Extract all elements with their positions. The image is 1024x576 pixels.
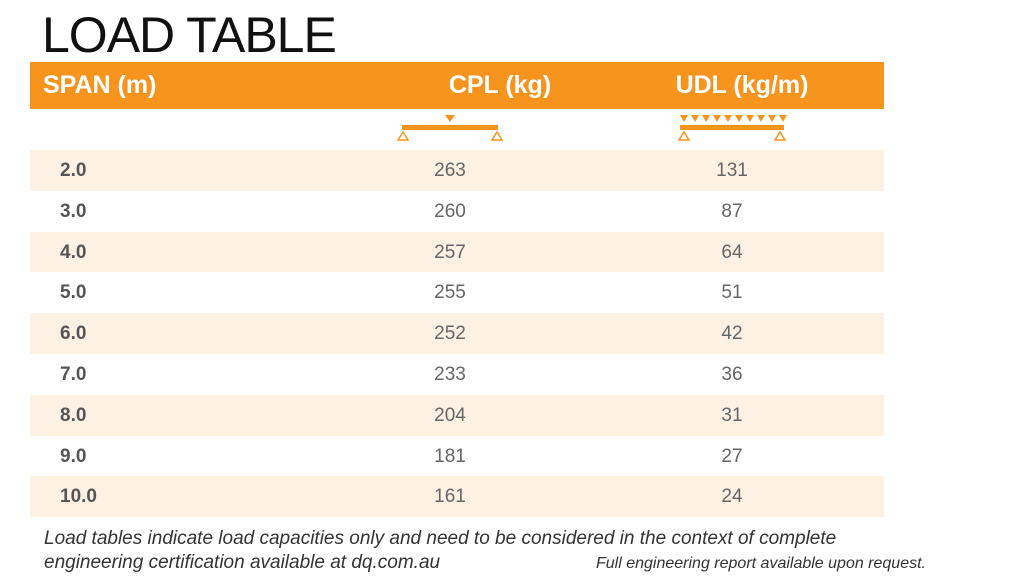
distributed-load-beam-icon bbox=[677, 115, 787, 141]
cpl-cell: 257 bbox=[434, 241, 466, 263]
footnote: Load tables indicate load capacities onl… bbox=[44, 528, 837, 573]
table-row: 9.0 181 27 bbox=[30, 436, 884, 477]
udl-cell: 36 bbox=[721, 363, 743, 385]
udl-cell: 131 bbox=[716, 160, 748, 181]
table-row: 10.0 161 24 bbox=[30, 476, 884, 518]
udl-cell: 27 bbox=[721, 445, 743, 467]
table-row: 8.0 204 31 bbox=[30, 394, 884, 436]
cpl-cell: 255 bbox=[434, 282, 466, 304]
span-cell: 9.0 bbox=[60, 445, 87, 467]
span-cell: 6.0 bbox=[60, 323, 87, 345]
udl-cell: 31 bbox=[721, 404, 743, 426]
footnote-right: Full engineering report available upon r… bbox=[596, 555, 926, 572]
cpl-cell: 252 bbox=[434, 323, 466, 345]
udl-cell: 42 bbox=[721, 323, 743, 345]
udl-cell: 51 bbox=[721, 282, 743, 304]
udl-cell: 87 bbox=[721, 200, 743, 222]
udl-cell: 64 bbox=[721, 241, 743, 263]
cpl-cell: 161 bbox=[434, 486, 466, 508]
span-cell: 5.0 bbox=[60, 282, 87, 304]
table-row: 7.0 233 36 bbox=[30, 354, 884, 395]
cpl-cell: 233 bbox=[434, 363, 466, 385]
header-udl: UDL (kg/m) bbox=[675, 71, 809, 99]
table-row: 5.0 255 51 bbox=[30, 272, 884, 313]
page-title: LOAD TABLE bbox=[42, 7, 337, 63]
span-cell: 8.0 bbox=[60, 404, 87, 426]
cpl-cell: 181 bbox=[434, 445, 466, 467]
udl-cell: 24 bbox=[721, 486, 743, 508]
span-cell: 2.0 bbox=[60, 160, 87, 181]
span-cell: 3.0 bbox=[60, 200, 87, 222]
table-row: 3.0 260 87 bbox=[30, 191, 884, 232]
table-row: 4.0 257 64 bbox=[30, 231, 884, 273]
span-cell: 7.0 bbox=[60, 363, 87, 385]
cpl-cell: 260 bbox=[434, 200, 466, 222]
load-table: 2.0 263 131 3.0 260 87 4.0 257 64 5.0 25… bbox=[30, 150, 884, 518]
table-header: SPAN (m) CPL (kg) UDL (kg/m) bbox=[30, 62, 884, 109]
header-cpl: CPL (kg) bbox=[448, 71, 552, 99]
table-row: 6.0 252 42 bbox=[30, 313, 884, 354]
point-load-beam-icon bbox=[396, 115, 504, 141]
span-cell: 10.0 bbox=[60, 486, 97, 508]
cpl-cell: 204 bbox=[434, 404, 466, 426]
header-span: SPAN (m) bbox=[43, 71, 157, 99]
table-row: 2.0 263 131 bbox=[30, 150, 884, 191]
cpl-cell: 263 bbox=[434, 160, 466, 181]
span-cell: 4.0 bbox=[60, 241, 87, 263]
